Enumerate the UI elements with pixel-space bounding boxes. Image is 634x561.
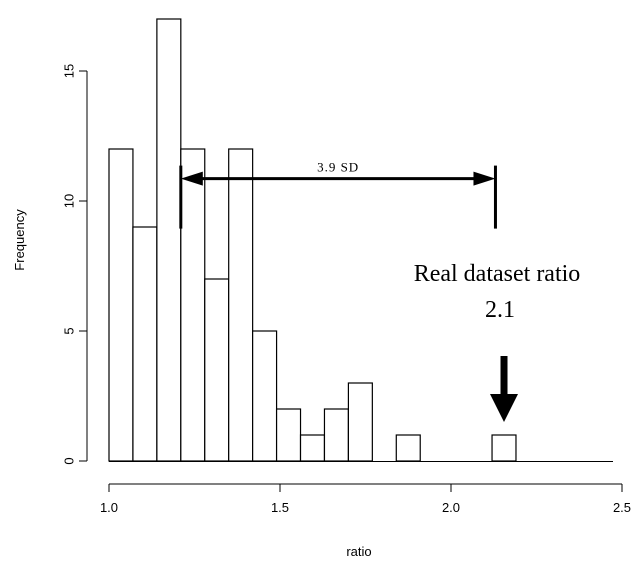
x-tick-label: 1.0 <box>100 500 118 515</box>
y-tick-label: 15 <box>62 64 77 78</box>
real-dataset-arrow-head <box>490 394 519 422</box>
histogram-bar <box>156 18 182 462</box>
x-tick-label: 2.0 <box>442 500 460 515</box>
real-dataset-annotation: Real dataset ratio 2.1 <box>414 261 581 422</box>
histogram-bar <box>491 434 517 462</box>
y-tick-label: 10 <box>62 194 77 208</box>
histogram-bar <box>180 148 206 462</box>
x-axis-label: ratio <box>346 544 371 559</box>
y-axis: 0 5 10 15 <box>62 64 88 465</box>
sd-annotation: 3.9 SD <box>179 160 497 229</box>
real-dataset-label: Real dataset ratio <box>414 261 581 287</box>
histogram-bars <box>108 18 517 462</box>
histogram-bar <box>323 408 349 462</box>
y-tick-label: 5 <box>62 327 77 334</box>
histogram-bar <box>132 226 158 462</box>
histogram-bar <box>347 382 373 462</box>
y-tick-label: 0 <box>62 457 77 464</box>
histogram-bar <box>252 330 278 462</box>
histogram-bar <box>275 408 302 462</box>
x-tick-label: 1.5 <box>271 500 289 515</box>
y-axis-label: Frequency <box>12 209 27 271</box>
histogram-bar <box>228 148 254 462</box>
x-tick-label: 2.5 <box>613 500 631 515</box>
sd-label: 3.9 SD <box>317 160 359 175</box>
real-dataset-value: 2.1 <box>485 297 515 323</box>
histogram-bar <box>299 434 326 462</box>
histogram-bar <box>108 148 134 462</box>
sd-arrowhead-right <box>473 171 496 186</box>
histogram-bar <box>395 434 421 462</box>
histogram-bar <box>204 278 230 462</box>
x-axis: 1.0 1.5 2.0 2.5 <box>100 483 631 515</box>
sd-arrowhead-left <box>180 171 203 186</box>
